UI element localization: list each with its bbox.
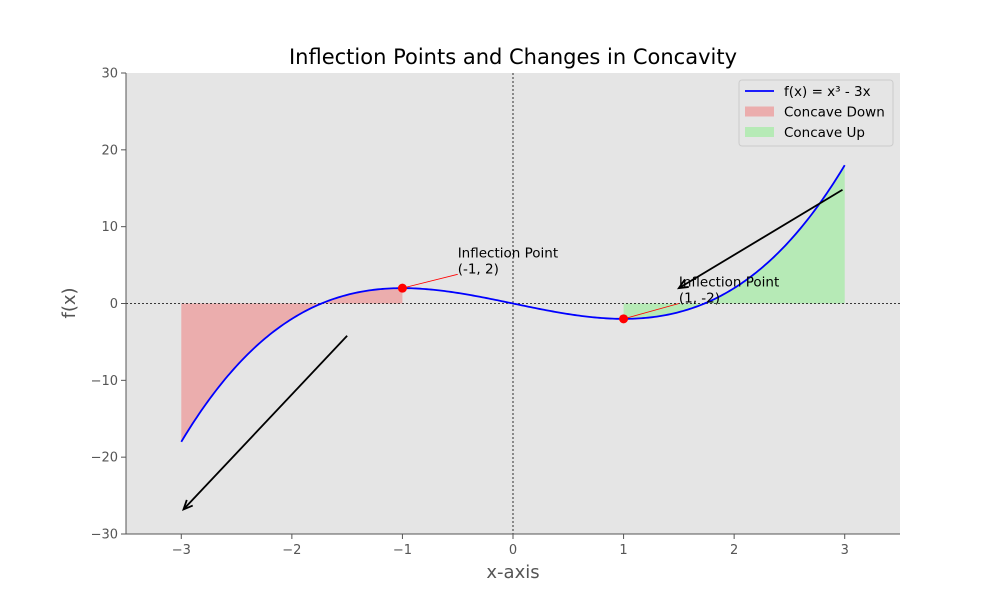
direction-arrow bbox=[181, 335, 348, 512]
concave-down-region bbox=[181, 288, 403, 442]
legend: f(x) = x³ - 3x Concave Down Concave Up bbox=[738, 79, 894, 147]
x-tick-label: 2 bbox=[730, 543, 738, 558]
annotation-label: Inflection Point bbox=[679, 275, 779, 291]
y-tick-label: 10 bbox=[101, 220, 118, 235]
arrow-shaft bbox=[678, 189, 843, 289]
y-tick-label: −10 bbox=[91, 374, 118, 389]
annotation-coordinates: (-1, 2) bbox=[458, 261, 499, 277]
x-tick-label: −3 bbox=[172, 543, 191, 558]
chart-title: Inflection Points and Changes in Concavi… bbox=[289, 45, 737, 69]
y-tick-label: 30 bbox=[101, 67, 118, 82]
legend-label: Concave Down bbox=[784, 105, 885, 121]
y-tick-label: 0 bbox=[110, 297, 118, 312]
concave-up-region bbox=[623, 165, 845, 319]
legend-swatch-concave-up bbox=[745, 127, 774, 137]
legend-label: f(x) = x³ - 3x bbox=[784, 84, 871, 100]
legend-swatch-concave-down bbox=[745, 106, 774, 117]
x-tick-label: 1 bbox=[619, 543, 627, 558]
function-curve bbox=[180, 164, 846, 443]
inflection-point-marker bbox=[619, 314, 629, 324]
x-axis-label: x-axis bbox=[486, 562, 539, 583]
y-axis-label: f(x) bbox=[59, 287, 80, 318]
inflection-point-marker bbox=[397, 283, 407, 293]
y-tick-label: −20 bbox=[91, 451, 118, 466]
arrow-shaft bbox=[182, 335, 348, 511]
x-tick-label: −2 bbox=[282, 543, 301, 558]
arrow-head bbox=[676, 279, 689, 290]
legend-label: Concave Up bbox=[784, 125, 865, 141]
direction-arrow bbox=[676, 189, 843, 290]
annotation-connector bbox=[623, 303, 679, 320]
legend-frame bbox=[738, 79, 894, 147]
annotation-connector bbox=[402, 273, 458, 289]
annotation-coordinates: (1, -2) bbox=[679, 291, 720, 307]
x-tick-label: 0 bbox=[509, 543, 517, 558]
y-tick-label: 20 bbox=[101, 143, 118, 158]
x-tick-label: −1 bbox=[393, 543, 412, 558]
annotation-label: Inflection Point bbox=[458, 245, 558, 261]
arrow-head bbox=[181, 499, 194, 512]
x-tick-label: 3 bbox=[841, 543, 849, 558]
y-tick-label: −30 bbox=[91, 528, 118, 543]
